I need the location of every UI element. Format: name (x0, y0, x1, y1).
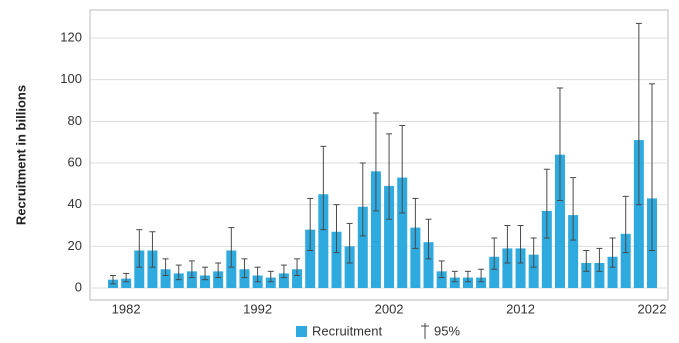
y-axis-title: Recruitment in billions (13, 85, 28, 225)
bar (397, 177, 408, 288)
bar (436, 271, 447, 288)
bar (278, 273, 289, 288)
bar (344, 246, 355, 288)
bar (357, 206, 368, 288)
y-tick-label: 40 (68, 196, 82, 211)
bar (462, 277, 473, 288)
bar (265, 277, 276, 288)
x-tick-label: 1992 (243, 301, 272, 316)
bar (581, 263, 592, 288)
bar (239, 269, 250, 288)
bar (528, 254, 539, 288)
bar (200, 275, 211, 288)
bar (489, 256, 500, 288)
bar (633, 140, 644, 288)
y-tick-label: 120 (60, 29, 82, 44)
bar (554, 154, 565, 288)
y-tick-label: 100 (60, 71, 82, 86)
legend-label: Recruitment (312, 323, 382, 338)
bar (121, 278, 132, 288)
bar (318, 194, 329, 288)
plot-frame (89, 9, 669, 301)
bar (568, 215, 579, 288)
y-tick-label: 60 (68, 154, 82, 169)
y-tick-label: 20 (68, 238, 82, 253)
bar (423, 242, 434, 288)
bar (607, 256, 618, 288)
x-tick-label: 2012 (506, 301, 535, 316)
bar (594, 263, 605, 288)
bar (173, 273, 184, 288)
y-tick-label: 80 (68, 113, 82, 128)
x-tick-label: 2022 (638, 301, 667, 316)
bar (449, 277, 460, 288)
bar (213, 271, 224, 288)
bar (134, 250, 145, 288)
bar (476, 277, 487, 288)
legend-label: 95% (434, 323, 460, 338)
bar (226, 250, 237, 288)
bar (160, 269, 171, 288)
bar (305, 229, 316, 288)
bar (186, 271, 197, 288)
bar (331, 231, 342, 288)
x-tick-label: 2002 (375, 301, 404, 316)
bar (502, 248, 513, 288)
bar (541, 210, 552, 288)
bar (620, 233, 631, 288)
bar (410, 227, 421, 288)
y-tick-label: 0 (75, 279, 82, 294)
bar (292, 269, 303, 288)
legend-swatch (296, 326, 307, 337)
bar (370, 171, 381, 288)
bar (147, 250, 158, 288)
x-tick-label: 1982 (112, 301, 141, 316)
bar (515, 248, 526, 288)
bar (384, 185, 395, 288)
